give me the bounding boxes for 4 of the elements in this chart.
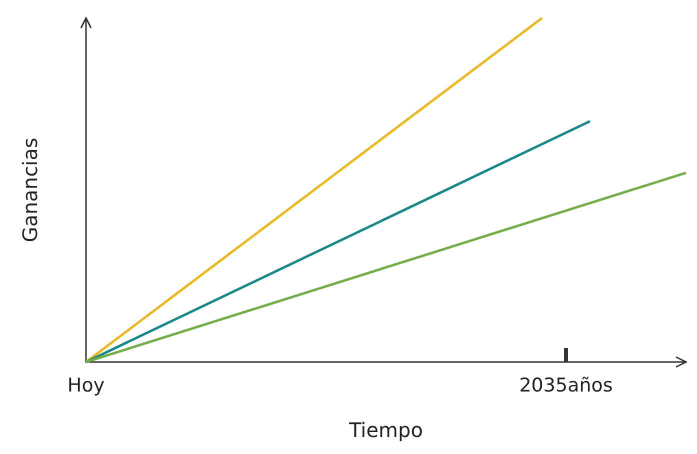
x-axis-title: Tiempo bbox=[348, 418, 423, 442]
y-axis-title: Ganancias bbox=[18, 138, 42, 242]
x-tick-label: 2035años bbox=[519, 374, 613, 396]
x-tick-label: Hoy bbox=[67, 374, 105, 396]
